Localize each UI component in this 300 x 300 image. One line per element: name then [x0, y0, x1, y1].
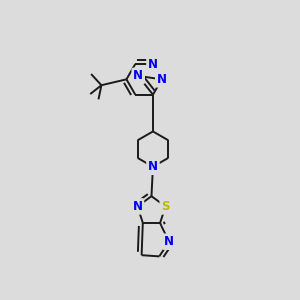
- Text: S: S: [161, 200, 170, 213]
- Text: N: N: [148, 58, 158, 70]
- Text: N: N: [164, 235, 174, 248]
- Text: N: N: [133, 69, 143, 82]
- Text: N: N: [157, 73, 167, 86]
- Text: N: N: [148, 160, 158, 173]
- Text: N: N: [133, 200, 142, 213]
